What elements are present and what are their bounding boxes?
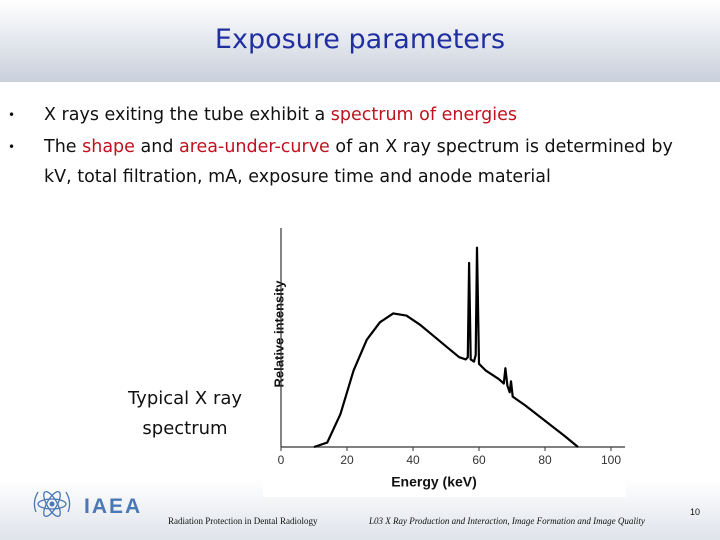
highlight: spectrum of energies: [330, 105, 517, 125]
caption-line: Typical X ray: [127, 388, 243, 409]
page-number: 10: [690, 507, 701, 517]
x-tick-label: 20: [340, 453, 354, 467]
iaea-logo: IAEA: [33, 490, 142, 518]
x-tick-label: 100: [601, 453, 621, 467]
text: and: [134, 137, 179, 157]
caption: Typical X ray spectrum: [100, 384, 270, 444]
bullet-dot: •: [8, 108, 16, 122]
caption-line: spectrum: [142, 418, 228, 439]
x-tick-label: 80: [538, 453, 552, 467]
text: of an X ray spectrum is determined by kV…: [44, 137, 673, 187]
text: The: [44, 137, 83, 157]
slide-title: Exposure parameters: [214, 24, 506, 55]
highlight: area-under-curve: [179, 137, 330, 157]
title-band: [0, 0, 720, 82]
x-tick-label: 60: [472, 453, 486, 467]
x-tick-label: 0: [278, 453, 285, 467]
text: X rays exiting the tube exhibit a: [44, 105, 331, 125]
chart-background: [263, 222, 626, 497]
footer-course: Radiation Protection in Dental Radiology: [168, 516, 318, 526]
x-axis-label: Energy (keV): [391, 474, 477, 490]
x-tick-label: 40: [406, 453, 420, 467]
y-axis-label: Relative intensity: [271, 280, 286, 388]
highlight: shape: [82, 137, 135, 157]
chart: Relative intensity Energy (keV) 0 20 40 60 8…: [263, 222, 626, 497]
bullet: • The shape and area-under-curve of an X …: [8, 132, 684, 192]
bullet: • X rays exiting the tube exhibit a spect…: [8, 100, 684, 130]
logo-text: IAEA: [84, 495, 142, 518]
bullet-dot: •: [8, 140, 16, 154]
footer-lecture: L03 X Ray Production and Interaction, Im…: [369, 516, 645, 526]
spectrum-line: [313, 246, 579, 449]
